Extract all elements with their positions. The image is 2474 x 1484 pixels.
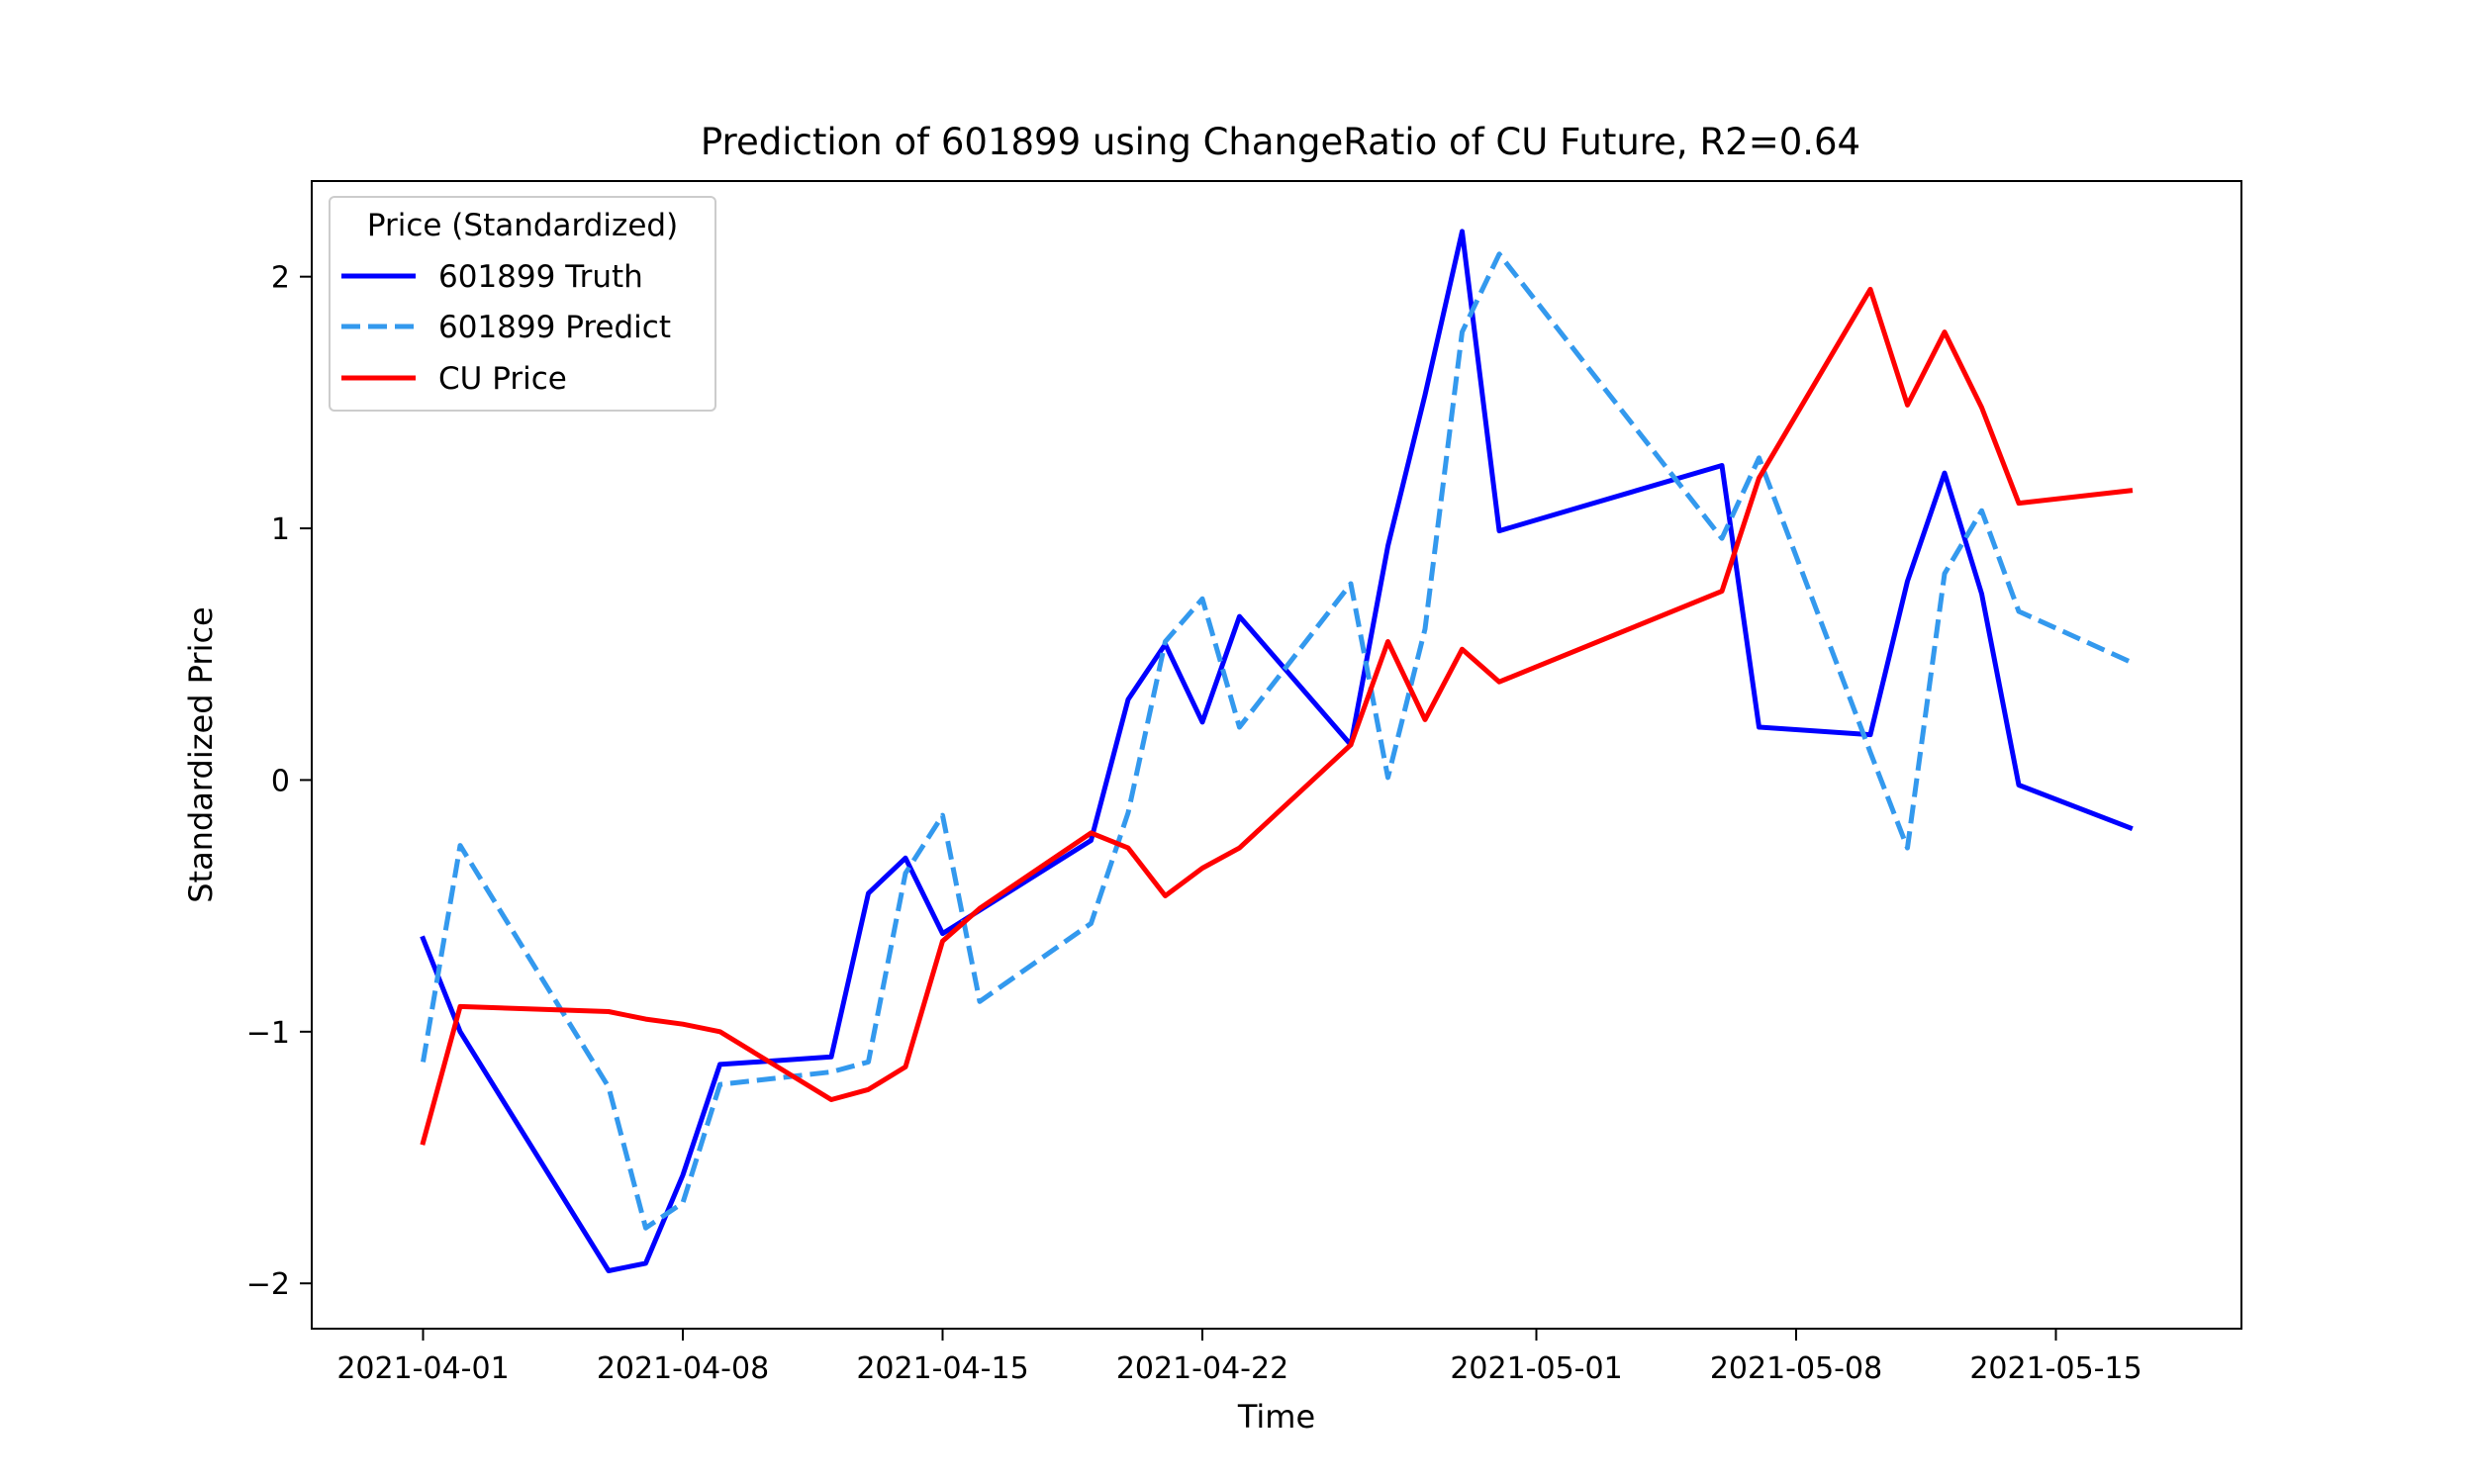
legend: Price (Standardized) 601899 Truth 601899… (329, 196, 716, 412)
y-tick-label: 1 (271, 512, 290, 547)
legend-label-cu: CU Price (438, 361, 567, 397)
x-tick-label: 2021-05-15 (1969, 1351, 2141, 1386)
chart-title: Prediction of 601899 using ChangeRatio o… (701, 121, 1860, 163)
y-tick-label: 2 (271, 261, 290, 296)
series-line-cu (420, 286, 2134, 1146)
x-tick-label: 2021-05-01 (1450, 1351, 1622, 1386)
plot-frame (311, 180, 2242, 1330)
y-tick-label: 0 (271, 764, 290, 798)
y-axis: −2 −1 0 1 2 (246, 261, 312, 1302)
legend-title: Price (Standardized) (367, 208, 678, 243)
x-axis: 2021-04-01 2021-04-08 2021-04-15 2021-04-22… (336, 1329, 2142, 1386)
x-axis-label: Time (1237, 1398, 1315, 1436)
x-tick-label: 2021-04-01 (336, 1351, 509, 1386)
x-tick-label: 2021-04-08 (597, 1351, 769, 1386)
series-layer (420, 229, 2134, 1273)
legend-label-truth: 601899 Truth (438, 259, 643, 295)
legend-box (329, 196, 716, 412)
legend-label-predict: 601899 Predict (438, 310, 671, 345)
series-line-truth (420, 229, 2134, 1273)
y-tick-label: −2 (246, 1267, 290, 1302)
x-tick-label: 2021-04-22 (1116, 1351, 1288, 1386)
series-line-predict (421, 251, 2132, 1231)
x-tick-label: 2021-04-15 (856, 1351, 1028, 1386)
x-tick-label: 2021-05-08 (1710, 1351, 1882, 1386)
y-axis-label: Standardized Price (182, 606, 220, 903)
y-tick-label: −1 (246, 1016, 290, 1051)
